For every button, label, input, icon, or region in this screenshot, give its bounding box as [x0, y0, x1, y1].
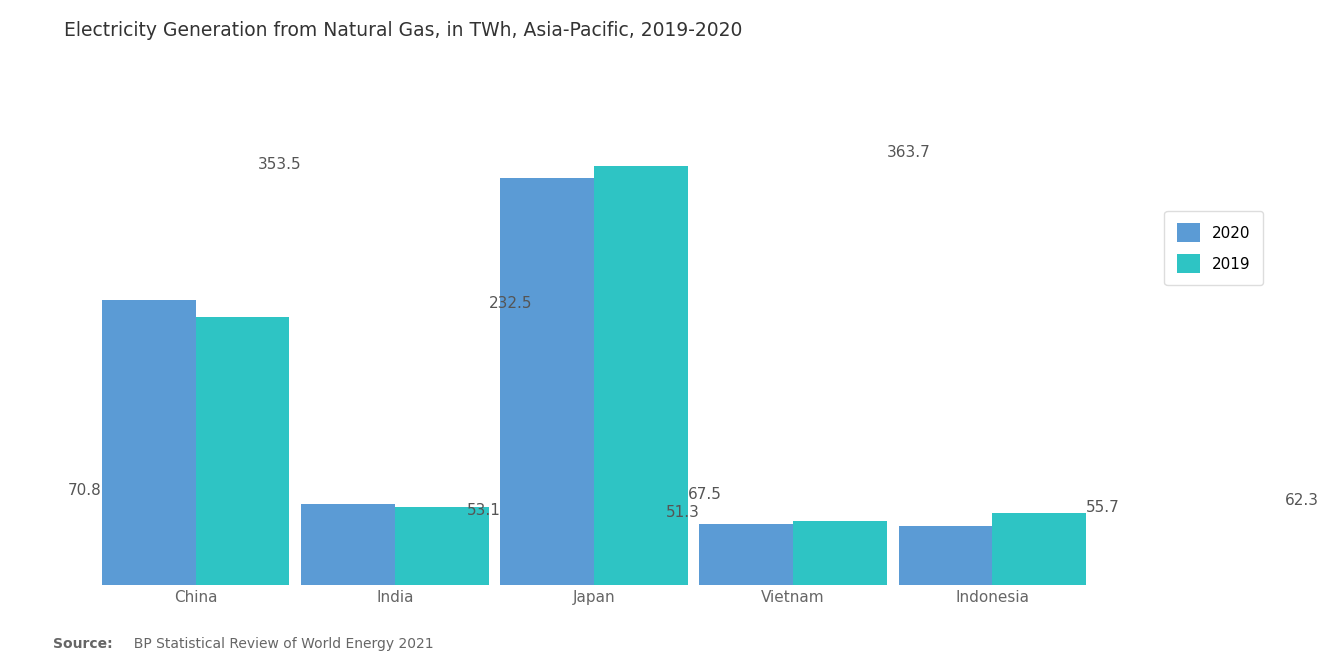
Bar [793, 521, 887, 585]
Text: 232.5: 232.5 [488, 297, 532, 311]
Bar [899, 526, 993, 585]
Bar [700, 524, 793, 585]
Text: 55.7: 55.7 [1086, 500, 1119, 515]
Text: 70.8: 70.8 [69, 483, 102, 498]
Bar [301, 503, 395, 585]
Text: Source:: Source: [53, 637, 112, 652]
Bar [395, 507, 488, 585]
Legend: 2020, 2019: 2020, 2019 [1164, 211, 1263, 285]
Text: 53.1: 53.1 [466, 503, 500, 518]
Bar [594, 166, 688, 585]
Bar [102, 301, 195, 585]
Text: 353.5: 353.5 [257, 157, 301, 172]
Text: Electricity Generation from Natural Gas, in TWh, Asia-Pacific, 2019-2020: Electricity Generation from Natural Gas,… [63, 21, 742, 40]
Text: 363.7: 363.7 [887, 145, 931, 160]
Bar [500, 178, 594, 585]
Text: 62.3: 62.3 [1286, 493, 1319, 507]
Bar [195, 317, 289, 585]
Text: 51.3: 51.3 [665, 505, 700, 520]
Text: BP Statistical Review of World Energy 2021: BP Statistical Review of World Energy 20… [125, 637, 434, 652]
Bar [993, 513, 1086, 585]
Text: 67.5: 67.5 [688, 487, 722, 501]
